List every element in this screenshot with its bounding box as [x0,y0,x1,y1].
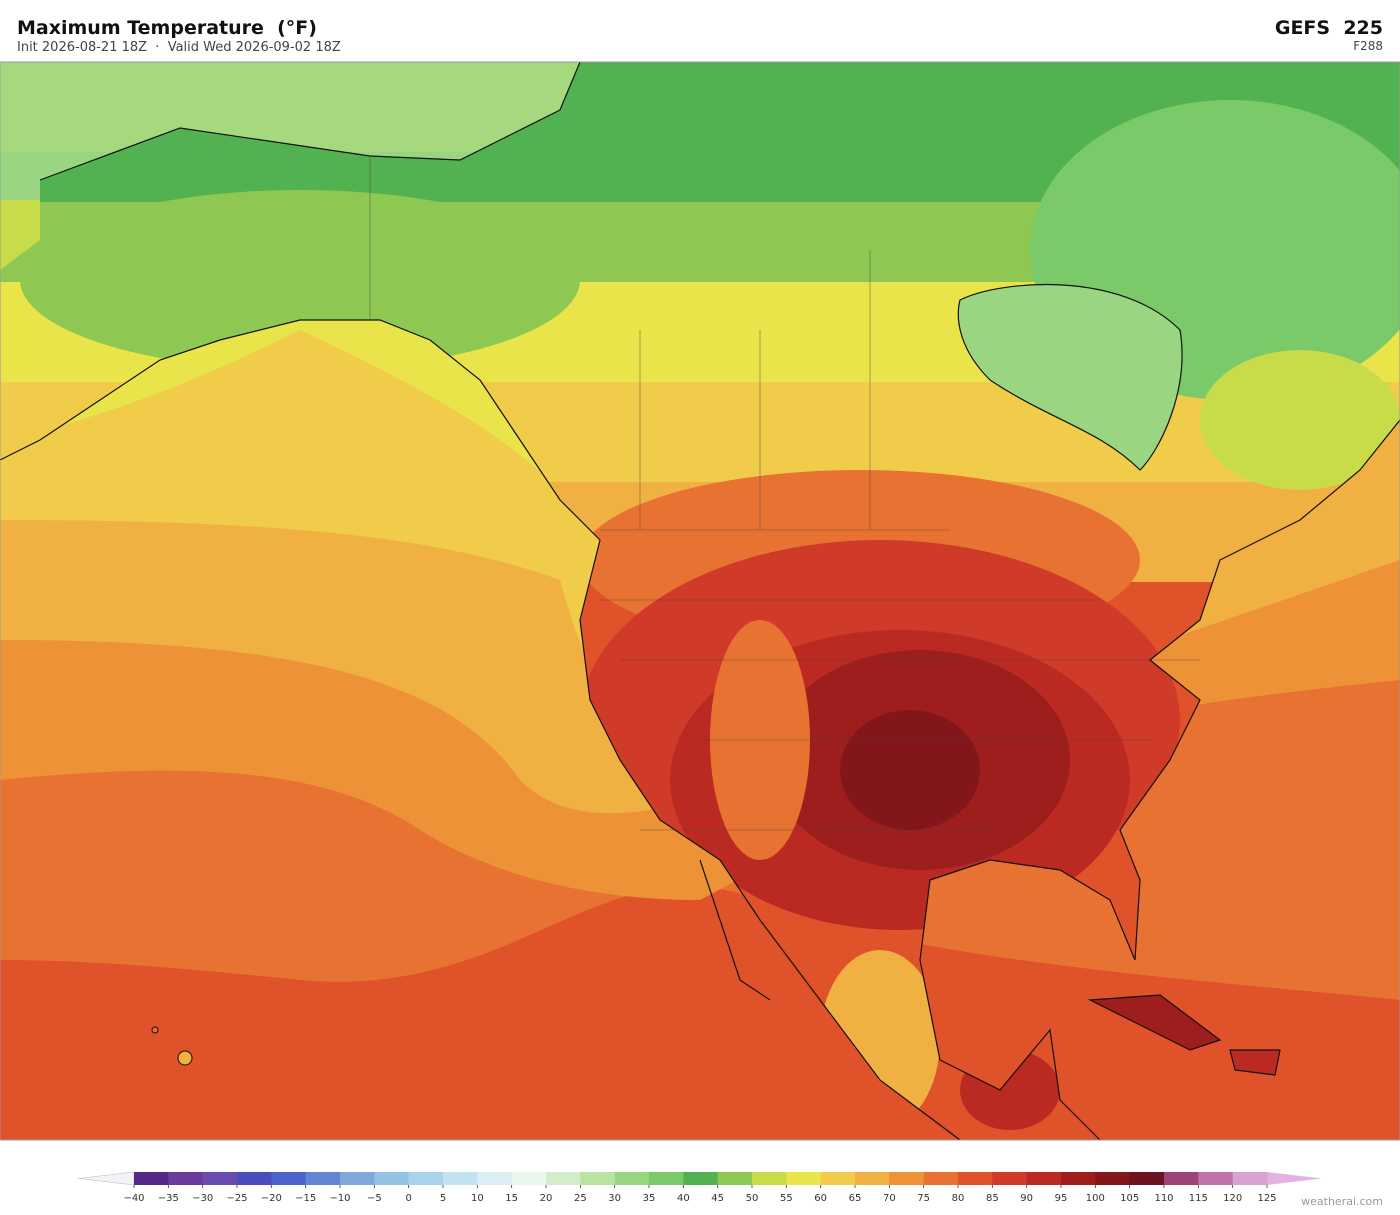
colorbar-segment [614,1172,650,1185]
colorbar-segment [340,1172,375,1185]
colorbar-segment [820,1172,856,1185]
colorbar-tick-label: 120 [1223,1193,1242,1204]
colorbar-tick-label: 20 [540,1193,553,1204]
colorbar-tick-label: 40 [677,1193,690,1204]
subtitle: Init 2026-08-21 18Z · Valid Wed 2026-09-… [17,40,341,55]
colorbar-tick-label: −20 [261,1193,282,1204]
colorbar-tick-label: 15 [505,1193,518,1204]
colorbar-segment [134,1172,169,1185]
colorbar-segment [1061,1172,1096,1185]
colorbar-tick-label: −30 [192,1193,213,1204]
colorbar-tick-label: 10 [471,1193,484,1204]
map [0,61,1400,1141]
colorbar-segment [649,1172,684,1185]
colorbar-tick-label: 100 [1086,1193,1105,1204]
baja [699,859,771,1001]
credit: weatherai.com [1301,1195,1383,1208]
colorbar-tick-label: 55 [780,1193,793,1204]
colorbar-segment [168,1172,204,1185]
colorbar-segment [889,1172,925,1185]
colorbar-tick-label: 50 [746,1193,759,1204]
colorbar-tick-label: −15 [295,1193,316,1204]
colorbar-segment [580,1172,616,1185]
colorbar-tick-label: 45 [711,1193,724,1204]
hawaii [151,1026,159,1034]
colorbar-segment [752,1172,787,1185]
colorbar-tick-label: 110 [1154,1193,1173,1204]
colorbar-tick-label: −25 [226,1193,247,1204]
colorbar-extend-high [1267,1172,1322,1185]
colorbar-segment [1095,1172,1131,1185]
borders [369,156,1200,831]
colorbar-segment [1164,1172,1199,1185]
colorbar-tick-label: 35 [643,1193,656,1204]
colorbar-segment [958,1172,993,1185]
colorbar-tick-label: 90 [1020,1193,1033,1204]
colorbar-segment [1129,1172,1165,1185]
colorbar-tick-label: 70 [883,1193,896,1204]
coastline [0,61,1400,1141]
colorbar-tick-label: 105 [1120,1193,1139,1204]
colorbar-segment [477,1172,513,1185]
colorbar-tick-label: 85 [986,1193,999,1204]
colorbar-segment [992,1172,1028,1185]
colorbar-tick-label: 0 [405,1193,411,1204]
colorbar-tick-label: 25 [574,1193,587,1204]
colorbar-segment [546,1172,581,1185]
colorbar-tick-label: 75 [917,1193,930,1204]
title: Maximum Temperature (°F) [17,17,317,39]
colorbar-segment [786,1172,822,1185]
colorbar-segment [923,1172,959,1185]
colorbar-tick-label: −5 [367,1193,382,1204]
colorbar-segment [1232,1172,1268,1185]
hudson-bay [957,283,1183,471]
colorbar-segment [374,1172,410,1185]
map-frame [0,61,1400,1141]
colorbar-segment [855,1172,890,1185]
hispaniola [1229,1049,1281,1076]
colorbar-segment [1198,1172,1234,1185]
colorbar-segment [237,1172,272,1185]
colorbar: −40 −35 −30 −25 −20 −15 −10 −5 0 5 10 15 20 25 30 35 40 4… [77,1171,1322,1204]
hawaii [177,1050,193,1066]
colorbar-tick-label: 60 [814,1193,827,1204]
colorbar-tick-label: 65 [849,1193,862,1204]
colorbar-segment [511,1172,547,1185]
colorbar-tick-label: −40 [123,1193,144,1204]
colorbar-tick-label: 125 [1257,1193,1276,1204]
colorbar-tick-label: 80 [952,1193,965,1204]
colorbar-segment [443,1172,478,1185]
colorbar-tick-label: −10 [329,1193,350,1204]
colorbar-segment [305,1172,341,1185]
colorbar-segment [271,1172,307,1185]
colorbar-segment [408,1172,444,1185]
colorbar-extend-low [77,1171,135,1186]
forecast-hour: F288 [1353,39,1383,53]
cuba [1087,994,1222,1051]
colorbar-tick-label: 95 [1055,1193,1068,1204]
model: GEFS 225 [1275,17,1383,39]
colorbar-segment [1026,1172,1062,1185]
colorbar-segment [202,1172,238,1185]
colorbar-segment [717,1172,753,1185]
colorbar-tick-label: 115 [1189,1193,1208,1204]
colorbar-tick-label: −35 [158,1193,179,1204]
colorbar-segment [683,1172,719,1185]
colorbar-tick-label: 5 [440,1193,446,1204]
colorbar-tick-label: 30 [608,1193,621,1204]
